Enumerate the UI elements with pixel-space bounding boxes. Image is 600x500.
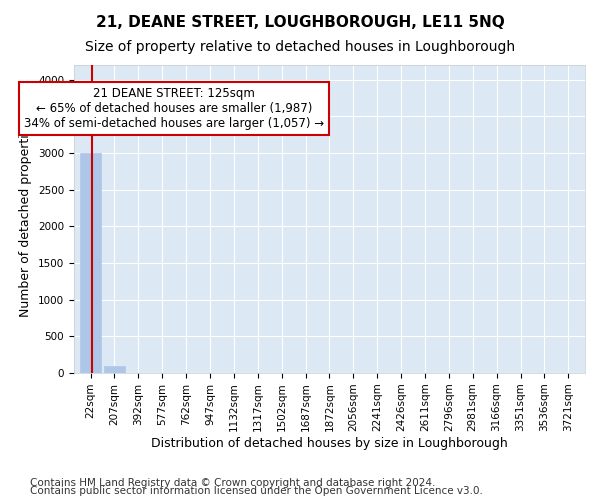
Bar [80,153,101,373]
Text: 21, DEANE STREET, LOUGHBOROUGH, LE11 5NQ: 21, DEANE STREET, LOUGHBOROUGH, LE11 5NQ [95,15,505,30]
Text: Contains public sector information licensed under the Open Government Licence v3: Contains public sector information licen… [30,486,483,496]
Bar [104,366,125,373]
Text: 21 DEANE STREET: 125sqm
← 65% of detached houses are smaller (1,987)
34% of semi: 21 DEANE STREET: 125sqm ← 65% of detache… [24,87,324,130]
Text: Size of property relative to detached houses in Loughborough: Size of property relative to detached ho… [85,40,515,54]
Text: Contains HM Land Registry data © Crown copyright and database right 2024.: Contains HM Land Registry data © Crown c… [30,478,436,488]
Y-axis label: Number of detached properties: Number of detached properties [19,120,32,318]
X-axis label: Distribution of detached houses by size in Loughborough: Distribution of detached houses by size … [151,437,508,450]
